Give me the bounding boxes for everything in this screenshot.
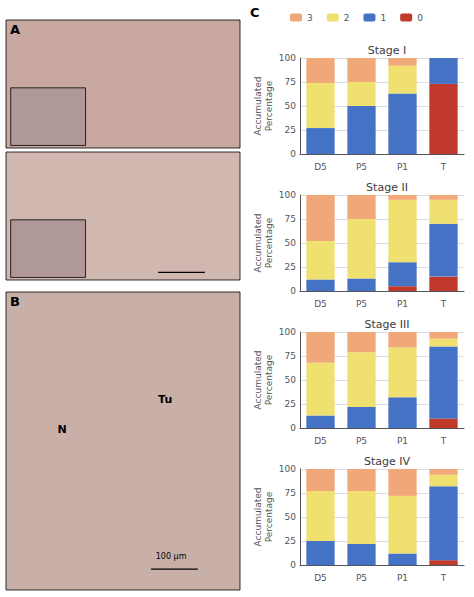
svg-text:2: 2: [344, 13, 350, 23]
svg-text:T: T: [440, 573, 447, 583]
svg-text:T: T: [440, 162, 447, 172]
svg-text:Accumulated: Accumulated: [253, 488, 263, 547]
svg-text:Accumulated: Accumulated: [253, 214, 263, 273]
svg-text:Stage I: Stage I: [368, 44, 407, 57]
svg-text:Percentage: Percentage: [264, 491, 274, 542]
svg-text:P5: P5: [356, 162, 367, 172]
svg-text:D5: D5: [314, 436, 327, 446]
svg-text:N: N: [57, 423, 66, 436]
svg-text:P5: P5: [356, 436, 367, 446]
svg-text:P5: P5: [356, 299, 367, 309]
svg-text:T: T: [440, 299, 447, 309]
svg-text:D5: D5: [314, 573, 327, 583]
svg-text:Percentage: Percentage: [264, 80, 274, 131]
svg-text:Stage IV: Stage IV: [364, 455, 411, 468]
svg-text:0: 0: [290, 149, 296, 159]
svg-text:25: 25: [285, 262, 296, 272]
svg-text:75: 75: [285, 351, 296, 361]
svg-text:B: B: [10, 294, 20, 309]
svg-text:0: 0: [417, 13, 423, 23]
svg-text:C: C: [250, 5, 260, 20]
svg-text:25: 25: [285, 125, 296, 135]
svg-text:75: 75: [285, 214, 296, 224]
svg-text:100: 100: [279, 327, 296, 337]
svg-text:75: 75: [285, 77, 296, 87]
svg-text:100: 100: [279, 190, 296, 200]
svg-text:T: T: [440, 436, 447, 446]
svg-text:Percentage: Percentage: [264, 354, 274, 405]
svg-text:Stage III: Stage III: [364, 318, 409, 331]
svg-text:D5: D5: [314, 299, 327, 309]
svg-text:0: 0: [290, 423, 296, 433]
svg-text:100: 100: [279, 53, 296, 63]
svg-text:D5: D5: [314, 162, 327, 172]
svg-text:Percentage: Percentage: [264, 217, 274, 268]
svg-text:75: 75: [285, 488, 296, 498]
svg-text:P5: P5: [356, 573, 367, 583]
svg-text:25: 25: [285, 399, 296, 409]
svg-text:Stage II: Stage II: [366, 181, 408, 194]
svg-text:P1: P1: [397, 162, 408, 172]
svg-text:A: A: [10, 22, 20, 37]
svg-text:0: 0: [290, 286, 296, 296]
svg-text:Tu: Tu: [158, 393, 172, 406]
svg-text:1: 1: [380, 13, 386, 23]
svg-text:0: 0: [290, 560, 296, 570]
svg-text:50: 50: [285, 101, 297, 111]
svg-text:50: 50: [285, 375, 297, 385]
svg-text:3: 3: [307, 13, 313, 23]
svg-text:P1: P1: [397, 573, 408, 583]
svg-text:100 μm: 100 μm: [156, 552, 187, 561]
svg-text:Accumulated: Accumulated: [253, 77, 263, 136]
svg-text:P1: P1: [397, 436, 408, 446]
svg-text:100: 100: [279, 464, 296, 474]
svg-text:25: 25: [285, 536, 296, 546]
svg-text:50: 50: [285, 238, 297, 248]
svg-text:P1: P1: [397, 299, 408, 309]
svg-text:Accumulated: Accumulated: [253, 351, 263, 410]
svg-text:50: 50: [285, 512, 297, 522]
